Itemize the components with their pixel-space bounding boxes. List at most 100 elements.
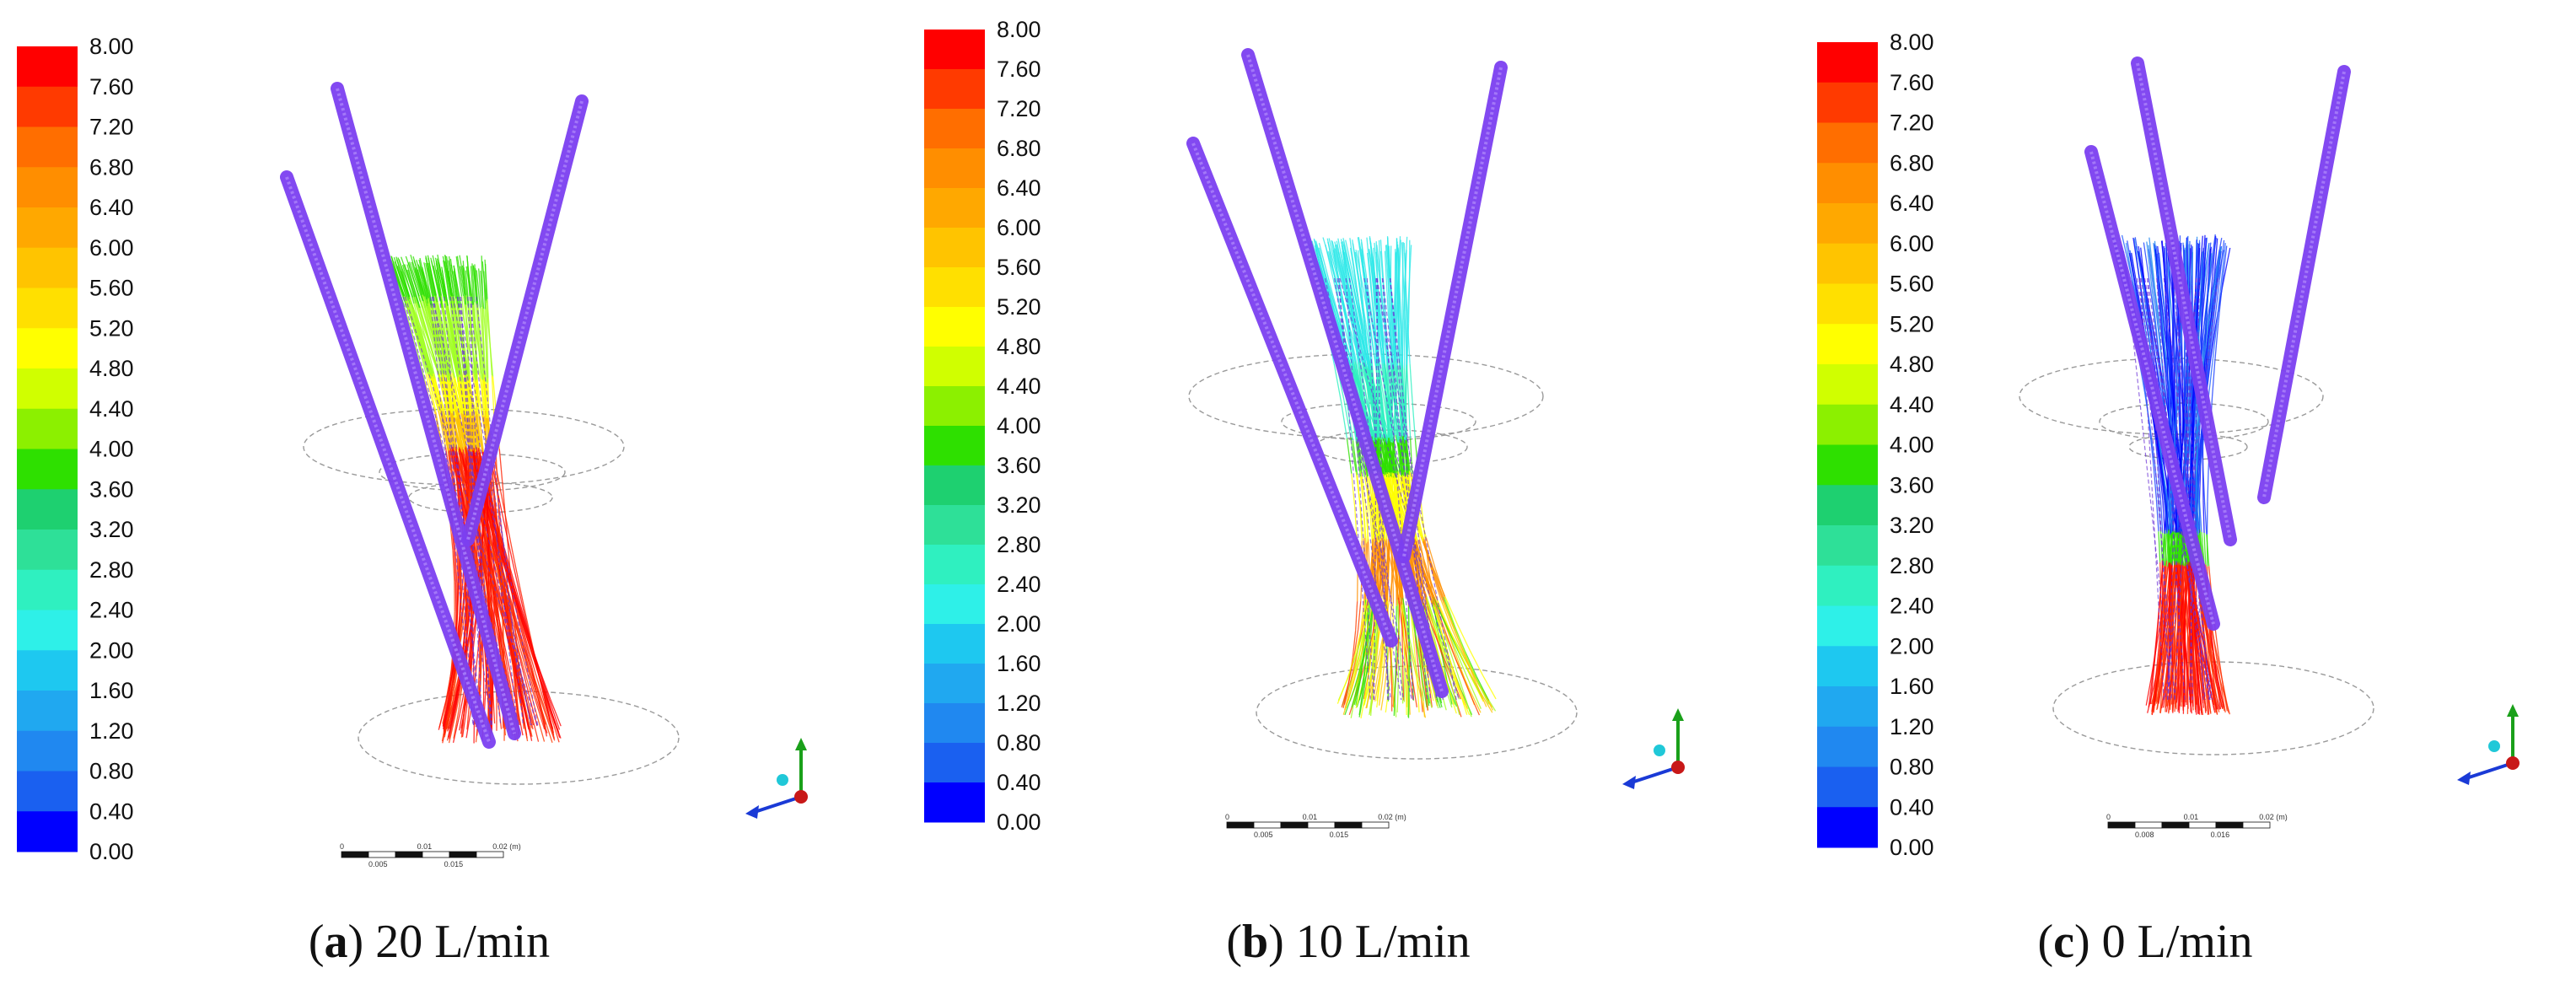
streamline-segment (2164, 468, 2170, 502)
streamline-segment (427, 262, 438, 303)
streamline-segment (448, 256, 454, 297)
streamline-segment (438, 262, 446, 302)
streamline-segment (2193, 595, 2201, 626)
streamline-segment (498, 449, 503, 484)
streamline-segment (1406, 286, 1410, 327)
streamline-segment (1400, 653, 1403, 680)
streamline-segment (466, 255, 472, 296)
streamline-segment (2153, 242, 2159, 282)
colorbar-segment (924, 30, 985, 70)
streamline-segment (2155, 675, 2159, 702)
streamline-segment (2186, 238, 2189, 278)
colorbar-segment (17, 328, 78, 369)
streamline-segment (442, 414, 450, 450)
streamline-segment (1354, 361, 1362, 400)
streamline-segment (461, 382, 468, 419)
streamline-segment (2200, 251, 2203, 291)
streamline-segment (1362, 328, 1370, 368)
streamline-segment (2198, 466, 2202, 501)
colorbar-tick-label: 4.80 (89, 356, 134, 381)
streamline-segment (2157, 592, 2162, 622)
streamline-segment (1401, 679, 1404, 704)
scale-label: 0.01 (2184, 813, 2199, 821)
streamline-segment (2175, 427, 2180, 464)
colorbar-tick-label: 4.80 (997, 334, 1041, 359)
streamline-segment (527, 682, 537, 713)
colorbar-tick-label: 0.00 (89, 839, 134, 864)
streamline-segment (1388, 437, 1390, 473)
streamline-segment (459, 702, 465, 731)
streamline-segment (2198, 685, 2202, 713)
streamline-segment (1377, 543, 1384, 575)
streamline-segment (487, 583, 493, 617)
streamline-segment (2181, 329, 2183, 367)
streamline-segment (2203, 502, 2208, 535)
streamline-segment (538, 669, 548, 698)
streamline-segment (1329, 284, 1342, 325)
streamline-segment (415, 303, 428, 341)
streamline-segment (2155, 245, 2162, 285)
scale-label: 0 (340, 842, 344, 851)
streamline-segment (2191, 428, 2193, 464)
streamline-segment (491, 484, 497, 519)
streamline-segment (1394, 567, 1401, 598)
streamline-segment (2202, 468, 2206, 503)
colorbar-segment (17, 247, 78, 288)
streamline-segment (461, 708, 468, 738)
injector-tube (1186, 137, 1398, 648)
streamline-segment (2146, 241, 2152, 282)
streamline-segment (2159, 685, 2163, 713)
streamline-segment (1424, 568, 1438, 599)
streamline-segment (449, 258, 457, 299)
streamline-segment (454, 680, 462, 711)
colorbar-tick-label: 3.20 (1890, 513, 1934, 538)
streamline-segment (470, 266, 475, 305)
streamline-segment (484, 518, 492, 551)
streamline-segment (407, 300, 422, 340)
streamline-segment (1387, 362, 1390, 401)
streamline-segment (2162, 649, 2168, 678)
colorbar-segment (17, 86, 78, 127)
wire-line (2143, 277, 2213, 701)
streamline-segment (1352, 440, 1358, 476)
streamline-segment (413, 304, 425, 342)
streamline-segment (445, 340, 456, 379)
streamline-segment (454, 378, 465, 416)
wire-line (1325, 277, 1412, 701)
streamline-segment (488, 552, 492, 585)
streamline-segment (514, 678, 518, 708)
streamline-segment (518, 613, 528, 644)
streamline-segment (520, 618, 531, 650)
streamline-segment (1367, 324, 1372, 364)
streamline-segment (2153, 288, 2159, 325)
streamline-segment (458, 447, 469, 483)
streamline-segment (1379, 370, 1386, 408)
streamline-segment (1459, 652, 1472, 679)
streamline-segment (1347, 320, 1361, 362)
streamline-segment (1393, 690, 1396, 717)
streamline-segment (1353, 680, 1361, 706)
wire-line (452, 296, 531, 726)
streamline-segment (2168, 497, 2172, 530)
streamline-segment (1445, 654, 1456, 681)
streamline-segment (2157, 648, 2161, 676)
streamline-segment (512, 551, 520, 586)
streamline-segment (2175, 680, 2179, 708)
caption-text: 10 L/min (1295, 916, 1471, 968)
wire-line (456, 296, 539, 726)
streamline-segment (2160, 321, 2165, 360)
streamline-segment (1359, 476, 1365, 511)
colorbar-segment (924, 703, 985, 744)
streamline-segment (457, 481, 462, 516)
streamline-segment (1388, 400, 1390, 438)
injector-tube (1241, 48, 1449, 698)
streamline-segment (1379, 656, 1384, 683)
streamline-segment (471, 304, 479, 343)
streamline-segment (1369, 636, 1375, 665)
streamline-segment (458, 448, 466, 483)
colorbar-tick-label: 0.00 (997, 809, 1041, 835)
streamline-segment (1379, 652, 1384, 678)
streamline-segment (534, 681, 546, 712)
streamline-segment (401, 264, 415, 304)
colorbar-segment (924, 664, 985, 704)
